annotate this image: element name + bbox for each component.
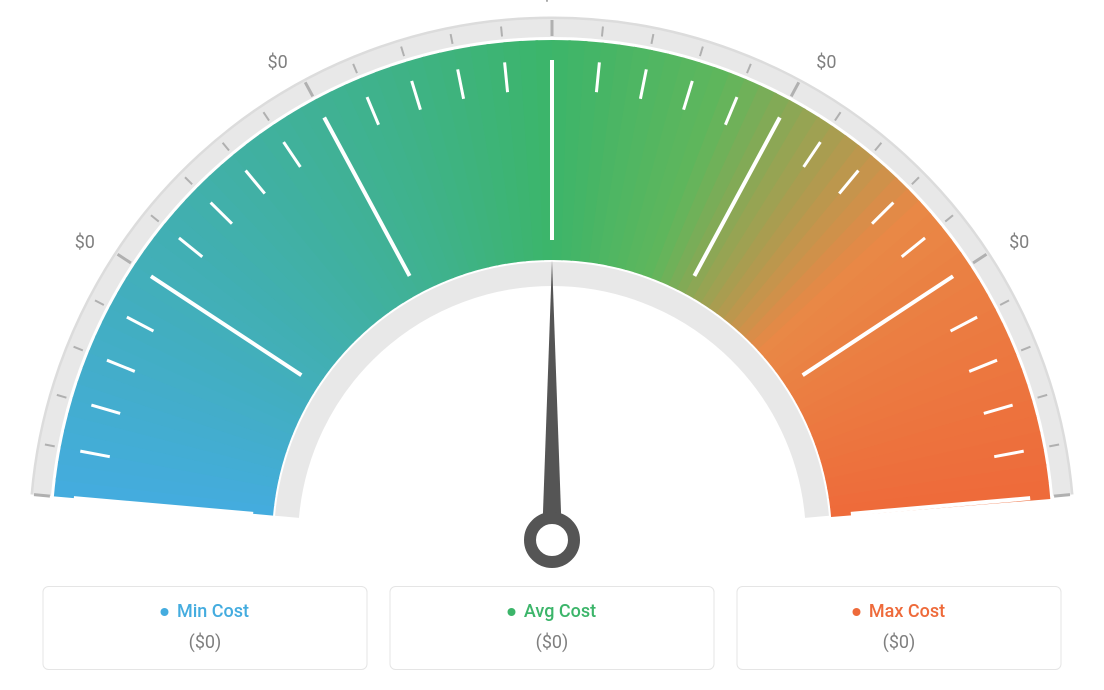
legend-label: Min Cost: [177, 601, 249, 622]
gauge-label: $0: [816, 52, 836, 73]
legend-title-avg: Avg Cost: [508, 601, 596, 622]
gauge: $0$0$0$0$0$0$0: [22, 0, 1082, 560]
gauge-label: $0: [1009, 232, 1029, 253]
gauge-label: $0: [268, 52, 288, 73]
legend-card-avg: Avg Cost ($0): [390, 586, 715, 671]
legend-value-min: ($0): [54, 632, 357, 653]
legend-row: Min Cost ($0) Avg Cost ($0) Max Cost ($0…: [43, 586, 1062, 671]
legend-title-min: Min Cost: [161, 601, 249, 622]
legend-value-max: ($0): [748, 632, 1051, 653]
gauge-needle: [542, 260, 562, 540]
gauge-hub: [530, 518, 574, 562]
gauge-svg: $0$0$0$0$0$0$0: [22, 0, 1082, 580]
legend-label: Max Cost: [869, 601, 945, 622]
legend-card-min: Min Cost ($0): [43, 586, 368, 671]
gauge-label: $0: [75, 232, 95, 253]
legend-title-max: Max Cost: [853, 601, 945, 622]
legend-label: Avg Cost: [524, 601, 596, 622]
gauge-label: $0: [542, 0, 562, 5]
cost-gauge-chart: $0$0$0$0$0$0$0 Min Cost ($0) Avg Cost ($…: [0, 0, 1104, 690]
legend-card-max: Max Cost ($0): [737, 586, 1062, 671]
legend-value-avg: ($0): [401, 632, 704, 653]
